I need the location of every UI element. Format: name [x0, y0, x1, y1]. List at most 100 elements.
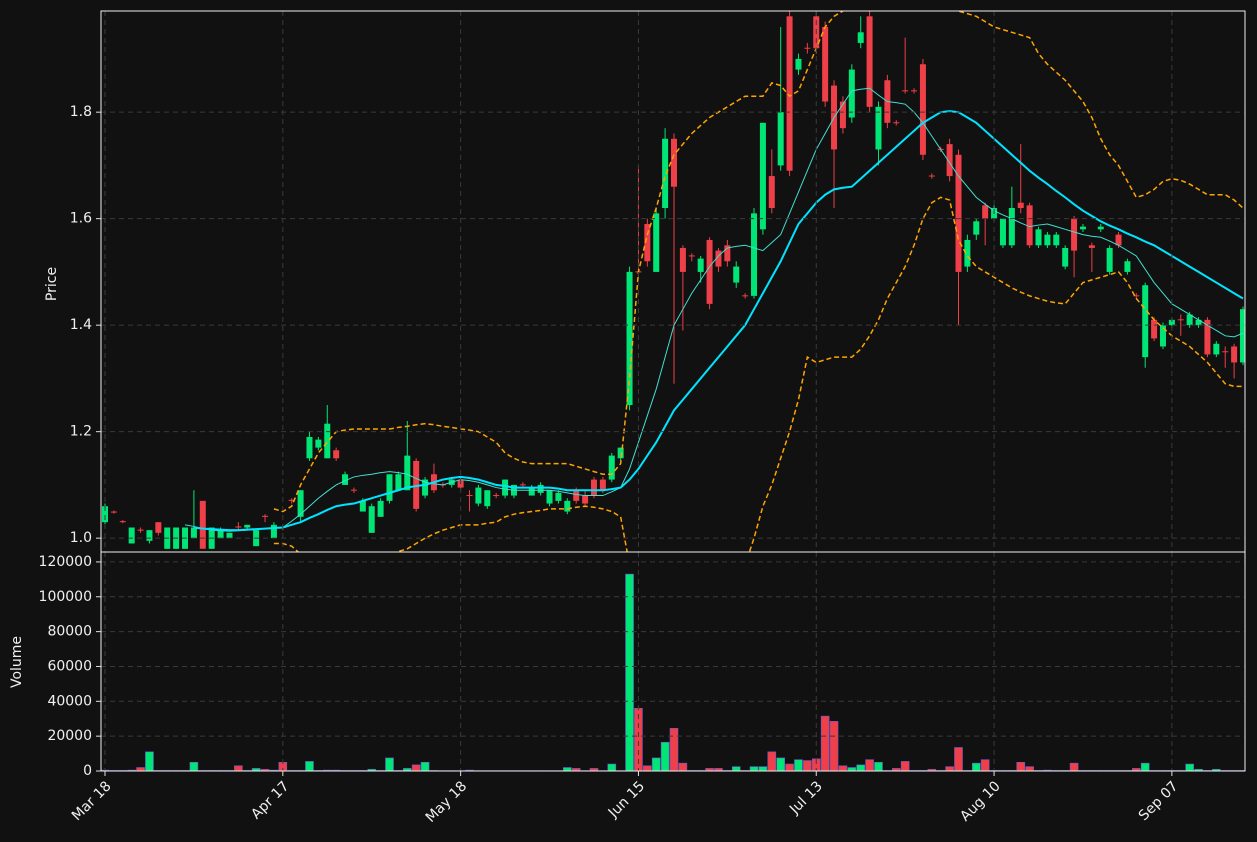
- candle-body: [306, 436, 313, 459]
- candle-body: [386, 474, 393, 501]
- volume-bar: [785, 763, 794, 771]
- indicator-line: [184, 87, 1244, 532]
- y-tick-label: 1.2: [70, 424, 92, 440]
- candle-body: [146, 530, 153, 541]
- y-tick-label: 40000: [47, 693, 92, 709]
- volume-bar: [589, 768, 599, 771]
- volume-bar: [838, 765, 848, 771]
- volume-bar: [856, 764, 866, 771]
- x-tick-label: Sep 07: [1136, 778, 1182, 824]
- volume-bar: [971, 762, 981, 771]
- volume-bar: [1016, 761, 1026, 771]
- candle-body: [608, 455, 615, 480]
- candle-body: [262, 515, 269, 517]
- volume-bar: [891, 768, 901, 771]
- candle-body: [190, 527, 197, 539]
- y-tick-label: 1.0: [70, 530, 92, 546]
- candle-body: [333, 450, 340, 459]
- candle-body: [1177, 319, 1184, 321]
- volume-bar: [189, 761, 199, 771]
- volume-bar: [145, 751, 154, 771]
- candle-body: [679, 247, 686, 272]
- price-plot: [102, 11, 1245, 552]
- candle-body: [919, 64, 926, 155]
- candle-body: [1017, 202, 1024, 209]
- candle-body: [1240, 309, 1245, 363]
- volume-bar: [1185, 763, 1194, 771]
- volume-bar: [847, 767, 857, 771]
- candle-body: [857, 32, 864, 43]
- volume-bar: [385, 757, 394, 771]
- candle-body: [484, 490, 491, 507]
- candle-body: [217, 530, 224, 539]
- candle-body: [1133, 295, 1140, 297]
- volume-bar: [1140, 762, 1150, 771]
- y-tick-label: 100000: [39, 589, 92, 605]
- candle-body: [1124, 261, 1131, 272]
- volume-bar: [767, 751, 777, 771]
- candle-body: [1071, 218, 1078, 251]
- candle-body: [573, 490, 580, 501]
- candle-body: [893, 122, 900, 124]
- y-axis-title: Volume: [9, 636, 25, 688]
- volume-bar: [829, 721, 839, 771]
- x-tick-label: May 18: [423, 778, 471, 826]
- volume-bar: [607, 763, 617, 771]
- candle-body: [866, 16, 873, 107]
- candle-body: [804, 47, 811, 49]
- candle-body: [368, 506, 375, 533]
- y-tick-label: 80000: [47, 624, 92, 640]
- candle-body: [848, 69, 855, 118]
- candle-body: [733, 266, 740, 283]
- candle-body: [226, 532, 233, 539]
- candle-body: [955, 154, 962, 272]
- candle-body: [1097, 226, 1104, 230]
- volume-bar: [234, 765, 243, 771]
- candle-body: [742, 295, 749, 297]
- volume-bar: [705, 768, 714, 771]
- candle-body: [911, 90, 918, 92]
- y-tick-label: 120000: [39, 554, 92, 570]
- candle-body: [404, 455, 411, 491]
- y-axis-title: Price: [44, 267, 60, 301]
- candle-body: [1044, 234, 1051, 246]
- candle-body: [1035, 229, 1042, 246]
- candle-body: [1088, 245, 1095, 248]
- candle-body: [537, 484, 544, 493]
- volume-bar: [874, 761, 883, 771]
- candle-body: [502, 479, 509, 496]
- volume-bar: [669, 728, 679, 771]
- candle-body: [1213, 343, 1220, 355]
- volume-plot: [101, 573, 1245, 771]
- candle-body: [1008, 208, 1015, 246]
- candle-body: [466, 495, 473, 497]
- candle-body: [564, 500, 571, 512]
- candle-body: [662, 138, 669, 209]
- candle-body: [1186, 314, 1193, 326]
- volume-bar: [945, 766, 954, 771]
- volume-bar: [749, 766, 759, 771]
- volume-bar: [758, 766, 768, 771]
- volume-bar: [420, 761, 430, 771]
- y-tick-label: 1.4: [70, 317, 92, 333]
- y-tick-label: 0: [83, 763, 92, 779]
- candle-body: [1106, 247, 1113, 272]
- candle-body: [875, 106, 882, 150]
- y-tick-label: 20000: [47, 728, 92, 744]
- volume-bar: [980, 759, 990, 771]
- x-tick-label: Apr 17: [248, 778, 292, 822]
- candle-body: [582, 495, 589, 504]
- x-tick-label: Jun 15: [605, 778, 648, 821]
- volume-bar: [794, 759, 803, 771]
- candle-body: [546, 490, 553, 504]
- candle-body: [199, 500, 206, 549]
- candle-body: [688, 255, 695, 257]
- candle-body: [697, 258, 704, 272]
- candle-body: [1115, 234, 1122, 246]
- volume-bar: [954, 747, 963, 771]
- candle-body: [1062, 247, 1069, 267]
- candle-body: [671, 138, 677, 187]
- plot-frame: [100, 551, 1246, 772]
- volume-bar: [803, 760, 812, 771]
- x-tick-label: Jul 13: [786, 778, 826, 818]
